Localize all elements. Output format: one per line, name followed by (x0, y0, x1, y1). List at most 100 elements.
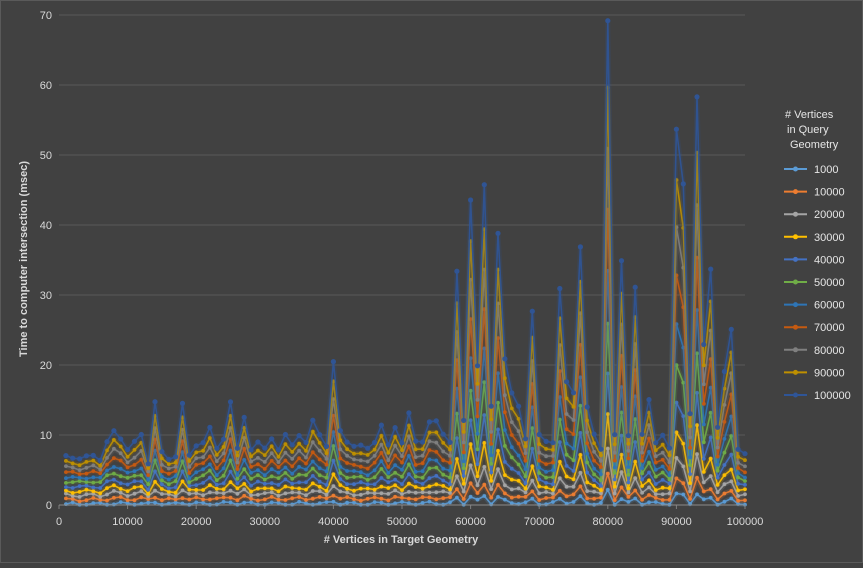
data-point (695, 308, 699, 312)
data-point (331, 413, 336, 418)
data-point (455, 436, 459, 441)
x-tick-label: 20000 (181, 516, 212, 528)
data-point (276, 465, 281, 469)
data-point (509, 433, 514, 437)
data-point (324, 488, 329, 493)
data-point (201, 493, 206, 498)
data-point (599, 500, 603, 505)
data-point (91, 458, 96, 463)
legend: # Vertices in Query Geometry 1000 10000 20000… (784, 109, 851, 402)
data-point (743, 470, 747, 475)
data-point (118, 495, 123, 499)
data-point (715, 468, 720, 473)
data-point (571, 477, 576, 482)
data-point (695, 391, 699, 395)
data-point (290, 481, 295, 486)
data-point (160, 492, 164, 496)
data-point (743, 464, 747, 469)
data-point (228, 469, 233, 474)
data-point (125, 501, 130, 506)
data-point (242, 467, 247, 471)
data-point (530, 426, 535, 430)
data-point (688, 455, 692, 460)
data-point (64, 491, 68, 496)
data-point (468, 442, 473, 447)
data-point (503, 376, 507, 381)
data-point (681, 441, 686, 446)
data-point (673, 126, 680, 132)
data-point (242, 493, 247, 498)
data-point (489, 417, 494, 422)
x-axis-label: # Vertices in Target Geometry (324, 534, 479, 546)
data-point (743, 475, 747, 480)
data-point (427, 439, 432, 444)
data-point (132, 463, 137, 467)
data-point (98, 494, 103, 499)
data-point (448, 453, 452, 458)
x-tick-label: 50000 (387, 516, 418, 528)
data-point (365, 482, 370, 487)
data-point (166, 489, 171, 494)
data-point (221, 458, 226, 463)
data-point (400, 492, 404, 496)
data-point (153, 488, 157, 493)
data-point (667, 453, 672, 458)
data-point (132, 469, 137, 474)
data-point (688, 463, 692, 467)
data-point (303, 439, 309, 446)
data-point (434, 450, 439, 454)
data-point (475, 397, 480, 402)
data-point (688, 424, 692, 429)
y-tick-label: 60 (40, 80, 52, 92)
data-point (640, 477, 644, 482)
data-point (715, 490, 720, 495)
data-point (441, 496, 446, 501)
data-point (407, 481, 411, 486)
data-point (187, 497, 192, 502)
data-point (372, 460, 377, 465)
data-point (297, 448, 301, 453)
data-point (283, 491, 288, 496)
data-point (91, 463, 96, 468)
data-point (557, 459, 562, 464)
data-point (269, 436, 275, 442)
data-point (578, 494, 583, 498)
data-point (393, 488, 397, 493)
data-point (722, 473, 727, 477)
data-point (317, 441, 322, 445)
data-point (626, 448, 631, 453)
data-point (160, 478, 164, 483)
data-point (715, 424, 721, 430)
data-point (482, 441, 487, 445)
data-point (91, 496, 96, 500)
data-point (729, 467, 734, 472)
data-point (249, 493, 254, 498)
data-point (105, 492, 109, 497)
data-point (345, 461, 349, 465)
data-point (77, 463, 82, 468)
data-point (592, 478, 596, 482)
data-point (681, 380, 686, 385)
data-point (352, 500, 356, 505)
data-point (352, 457, 356, 462)
data-point (529, 308, 535, 314)
data-point (688, 489, 692, 494)
data-point (509, 466, 514, 471)
data-point (578, 453, 583, 457)
data-point (352, 493, 356, 498)
data-point (502, 356, 508, 362)
data-point (84, 487, 89, 492)
data-point (255, 439, 261, 445)
data-point (262, 453, 267, 457)
data-point (242, 482, 247, 486)
y-tick-label: 50 (40, 150, 52, 162)
data-point (214, 502, 219, 507)
data-point (249, 454, 254, 459)
data-point (571, 469, 576, 473)
data-point (516, 441, 521, 446)
data-point (667, 497, 672, 502)
data-point (180, 459, 185, 464)
data-point (681, 492, 686, 497)
data-point (393, 470, 397, 475)
